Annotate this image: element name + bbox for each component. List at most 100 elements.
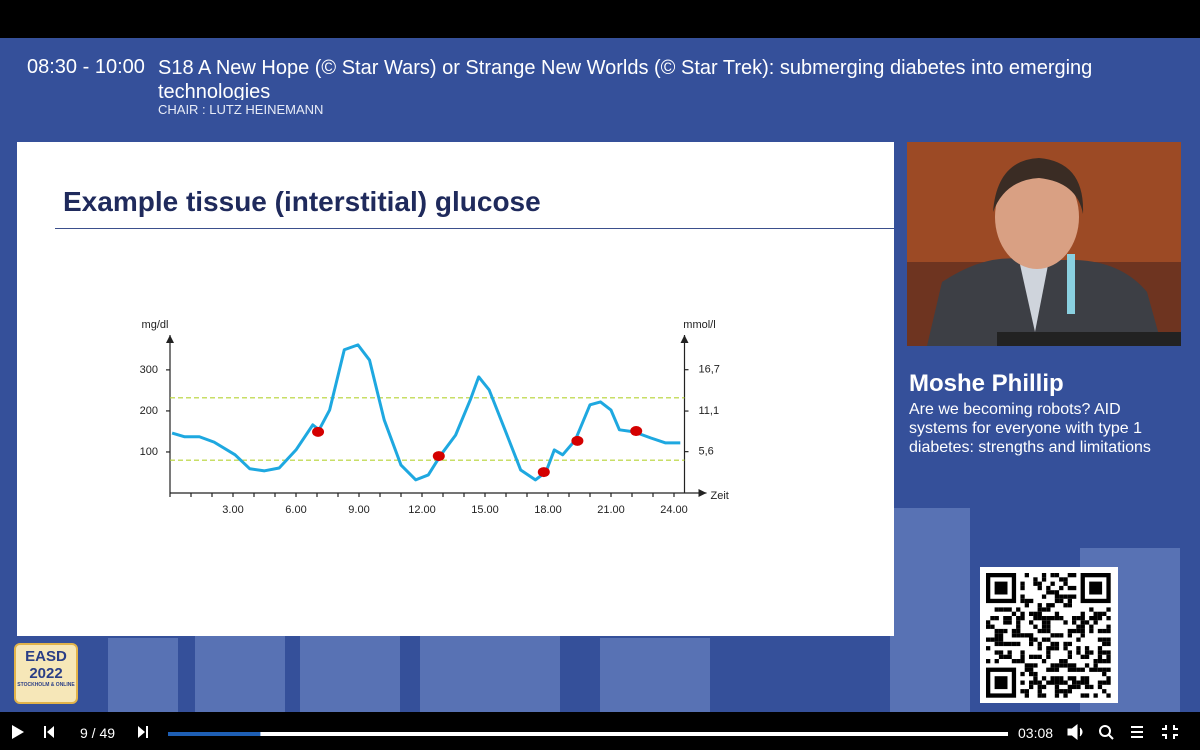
prev-slide[interactable]: [44, 726, 54, 738]
x-tick-label: 9.00: [348, 504, 369, 516]
qr-module: [1020, 650, 1025, 655]
qr-module: [1041, 659, 1047, 664]
qr-module: [1054, 680, 1060, 685]
qr-module: [1097, 680, 1103, 685]
qr-module: [1024, 633, 1029, 638]
play-button[interactable]: [12, 725, 24, 739]
qr-module: [1106, 637, 1111, 642]
qr-module: [994, 628, 999, 634]
qr-module: [1076, 684, 1081, 690]
qr-module: [1097, 659, 1103, 664]
qr-module: [1084, 654, 1090, 659]
qr-module: [998, 650, 1004, 655]
qr-module: [1046, 624, 1051, 629]
qr-module: [1102, 650, 1107, 655]
progress-fill: [168, 732, 261, 736]
qr-module: [1033, 671, 1038, 677]
backdrop: [108, 638, 178, 712]
search[interactable]: [1099, 725, 1111, 737]
qr-module: [1102, 680, 1107, 685]
qr-module: [1050, 573, 1055, 578]
qr-module: [1037, 616, 1042, 621]
qr-module: [1050, 633, 1055, 638]
next-slide[interactable]: [138, 726, 148, 738]
qr-module: [1067, 603, 1072, 608]
volume[interactable]: [1067, 723, 1083, 741]
qr-module: [1059, 663, 1064, 668]
y2-axis-label: mmol/l: [683, 319, 715, 331]
qr-module: [1072, 594, 1077, 599]
qr-module: [1033, 624, 1038, 629]
shirt: [1019, 260, 1049, 332]
qr-module: [1007, 654, 1012, 659]
qr-module: [1076, 667, 1081, 672]
x-tick-label: 21.00: [597, 504, 625, 516]
qr-module: [1106, 650, 1111, 655]
event-logo: EASD 2022 STOCKHOLM & ONLINE: [14, 643, 78, 704]
qr-module: [1067, 633, 1072, 638]
qr-module: [1097, 616, 1103, 621]
session-title: S18 A New Hope (© Star Wars) or Strange …: [158, 57, 1093, 100]
qr-module: [1093, 667, 1098, 672]
menu[interactable]: [1131, 726, 1143, 738]
qr-module: [1041, 577, 1047, 582]
qr-module: [1033, 637, 1038, 642]
qr-module: [1041, 628, 1047, 634]
qr-module: [1037, 693, 1042, 698]
qr-module: [1029, 620, 1034, 625]
qr-module: [1080, 654, 1085, 659]
qr-module: [1029, 611, 1034, 616]
qr-module: [1054, 663, 1060, 668]
exit-fullscreen[interactable]: [1162, 725, 1178, 739]
qr-module: [1089, 624, 1094, 629]
progress-track[interactable]: [168, 732, 1008, 736]
qr-module: [1024, 663, 1029, 668]
qr-module: [1033, 611, 1038, 616]
qr-module: [998, 628, 1004, 634]
measurement-dot: [571, 435, 584, 446]
qr-module: [1007, 620, 1012, 625]
qr-module: [1033, 577, 1038, 582]
qr-module: [1063, 689, 1068, 694]
qr-module: [1033, 676, 1038, 681]
current-time: 03:08: [1018, 725, 1054, 741]
qr-module: [1067, 585, 1072, 591]
qr-module: [1059, 585, 1064, 591]
qr-module: [1067, 641, 1072, 647]
qr-module: [1037, 603, 1042, 608]
qr-module: [1020, 659, 1025, 664]
qr-module: [1041, 594, 1047, 599]
qr-module: [1016, 641, 1021, 647]
qr-module: [1033, 654, 1038, 659]
qr-module: [994, 641, 999, 647]
qr-module: [1046, 680, 1051, 685]
x-tick-label: 18.00: [534, 504, 562, 516]
qr-module: [1046, 654, 1051, 659]
qr-code: [980, 567, 1118, 703]
qr-module: [1059, 594, 1064, 599]
qr-module: [998, 607, 1004, 612]
qr-module: [994, 633, 999, 638]
measurement-dot: [630, 426, 643, 437]
search[interactable]: [1108, 734, 1114, 740]
qr-module: [994, 616, 999, 621]
qr-module: [1007, 616, 1012, 621]
qr-module: [1016, 616, 1021, 621]
qr-module: [1059, 616, 1064, 621]
qr-module: [1050, 680, 1055, 685]
qr-module: [1020, 680, 1025, 685]
qr-module: [1029, 598, 1034, 604]
qr-module: [1076, 637, 1081, 642]
qr-module: [1097, 646, 1103, 651]
x-tick-label: 6.00: [285, 504, 306, 516]
hair: [993, 158, 1084, 214]
y-axis-label: mg/dl: [142, 319, 169, 331]
backdrop: [890, 508, 970, 712]
qr-module: [1050, 641, 1055, 647]
qr-module: [1059, 680, 1064, 685]
qr-module: [1067, 594, 1072, 599]
qr-module: [1033, 680, 1038, 685]
slide-counter: 9 / 49: [80, 725, 116, 741]
qr-module: [1097, 611, 1103, 616]
qr-module: [998, 641, 1004, 647]
